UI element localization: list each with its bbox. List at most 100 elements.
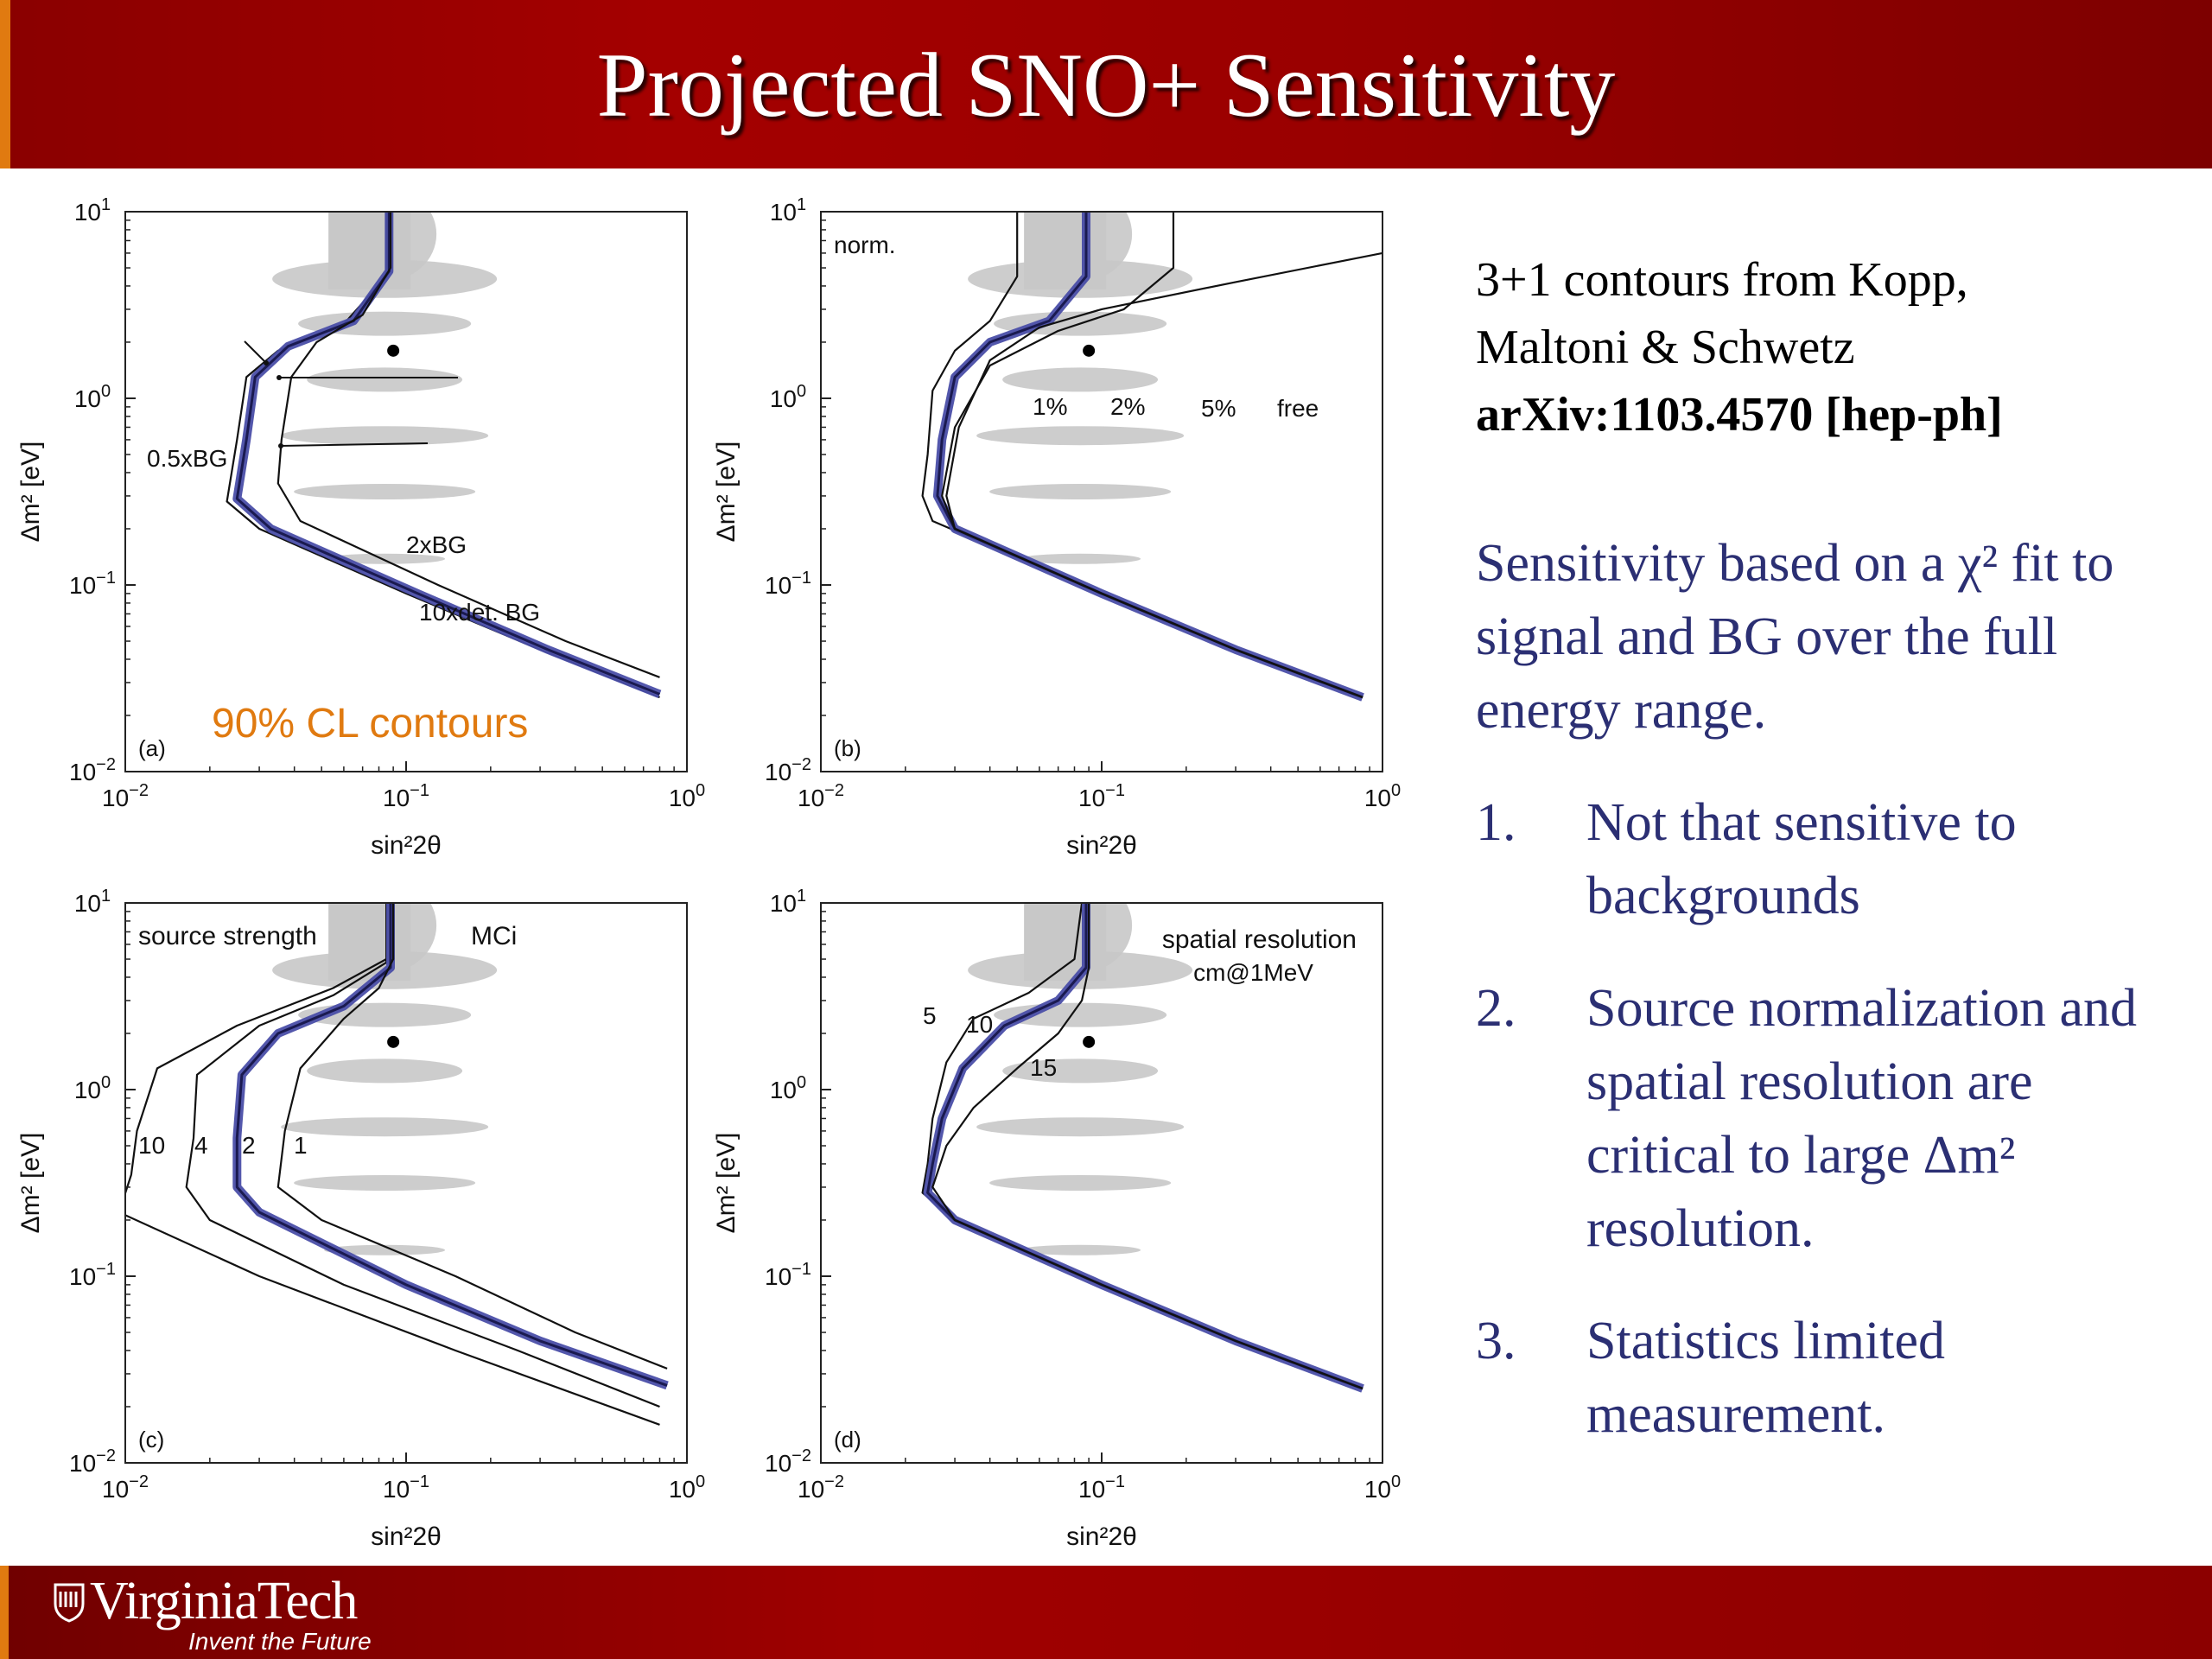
list-text: Not that sensitive to backgrounds (1586, 793, 2017, 925)
tick-exponent: 0 (797, 1073, 806, 1092)
tick-exponent: 0 (696, 781, 705, 800)
tick-exponent: 0 (101, 1073, 111, 1092)
tagline: Invent the Future (188, 1628, 372, 1655)
x-tick-label: 100 (1364, 1472, 1401, 1503)
best-fit-point (1083, 344, 1096, 357)
y-tick-label: 101 (74, 195, 111, 226)
allowed-region (281, 1117, 489, 1137)
x-tick-label: 10−1 (1078, 781, 1125, 811)
best-fit-point (387, 344, 400, 357)
tick-exponent: −2 (824, 1472, 844, 1491)
label-arrow (280, 442, 429, 447)
series-label: 15 (1030, 1054, 1057, 1081)
list-text: Source normalization and spatial resolut… (1586, 979, 2138, 1258)
arrow-head (278, 443, 283, 448)
footer-bar (0, 1566, 2212, 1659)
tick-exponent: −2 (824, 781, 844, 800)
tick-exponent: 1 (101, 887, 111, 906)
reference-line-1: 3+1 contours from Kopp, (1476, 253, 1968, 307)
arxiv-reference[interactable]: arXiv:1103.4570 [hep-ph] (1476, 388, 2003, 442)
allowed-region (1020, 553, 1141, 564)
allowed-region (328, 212, 411, 289)
y-axis-label: Δm² [eV] (16, 1133, 45, 1234)
footer-accent (0, 1566, 9, 1659)
tick-exponent: −2 (129, 1472, 149, 1491)
series-label: 10xdet. BG (419, 599, 540, 626)
series-label: 10 (966, 1011, 993, 1038)
series-label: 2 (242, 1132, 256, 1159)
legend-title: spatial resolution (1162, 925, 1357, 954)
contour-line (235, 903, 668, 1387)
plot-area (226, 212, 662, 699)
tick-exponent: 0 (696, 1472, 705, 1491)
tick-exponent: 1 (101, 195, 111, 214)
best-fit-point (1083, 1035, 1096, 1048)
x-tick-label: 10−2 (798, 781, 844, 811)
y-tick-label: 100 (770, 382, 806, 412)
list-number: 2. (1476, 979, 1516, 1038)
y-tick-label: 100 (74, 1073, 111, 1103)
reference-line-2: Maltoni & Schwetz (1476, 321, 1855, 374)
contour-line (276, 903, 668, 1370)
y-tick-label: 10−1 (765, 569, 811, 599)
arrow-head (264, 360, 269, 365)
university-shield-icon (54, 1583, 85, 1623)
plot-area (125, 903, 669, 1426)
label-arrow (244, 340, 267, 364)
allowed-region (307, 367, 463, 392)
allowed-region (1020, 1244, 1141, 1255)
series-label: 2xBG (406, 531, 467, 558)
cl-annotation: 90% CL contours (212, 701, 528, 747)
allowed-region (1002, 1058, 1159, 1084)
university-logo[interactable]: VirginiaTech (90, 1572, 358, 1630)
series-label: 1 (294, 1132, 308, 1159)
tick-exponent: −1 (1105, 1472, 1125, 1491)
series-label: 5% (1201, 395, 1236, 422)
title-bar-accent (0, 0, 10, 168)
series-label: 2% (1110, 393, 1145, 420)
tick-exponent: 1 (797, 887, 806, 906)
y-axis-label: Δm² [eV] (16, 442, 45, 543)
allowed-region (294, 484, 476, 499)
unit-label: cm@1MeV (1193, 959, 1313, 986)
x-tick-label: 10−2 (102, 1472, 149, 1503)
allowed-region (294, 1175, 476, 1191)
allowed-region (1002, 367, 1159, 392)
series-label: 1% (1033, 393, 1067, 420)
tick-exponent: −2 (791, 1446, 811, 1465)
tick-exponent: −1 (791, 1260, 811, 1279)
series-label: 4 (194, 1132, 208, 1159)
list-number: 1. (1476, 793, 1516, 852)
y-tick-label: 10−2 (765, 755, 811, 785)
y-tick-label: 101 (770, 195, 806, 226)
allowed-region (1024, 903, 1107, 981)
list-text: Statistics limited measurement. (1586, 1312, 1946, 1444)
tick-exponent: −2 (96, 755, 116, 774)
slide-title: Projected SNO+ Sensitivity (596, 35, 1616, 136)
allowed-region (989, 1175, 1172, 1191)
best-fit-point (387, 1035, 400, 1048)
y-axis-label: Δm² [eV] (712, 1133, 741, 1234)
x-axis-label: sin²2θ (371, 1522, 442, 1551)
list-number: 3. (1476, 1312, 1516, 1370)
contour-line (945, 251, 1382, 699)
legend-title: norm. (834, 232, 896, 258)
tick-exponent: 1 (797, 195, 806, 214)
unit-label: MCi (471, 922, 517, 950)
legend-title: source strength (138, 922, 317, 950)
contour-line (125, 903, 660, 1426)
x-tick-label: 100 (669, 1472, 705, 1503)
plot-area (921, 903, 1364, 1393)
arrow-head (276, 375, 282, 380)
x-axis-label: sin²2θ (1066, 1522, 1137, 1551)
contour-line (931, 903, 1363, 1390)
allowed-region (989, 484, 1172, 499)
title-bar (0, 0, 2212, 168)
tick-exponent: −1 (1105, 781, 1125, 800)
x-axis-label: sin²2θ (371, 831, 442, 860)
series-label: 0.5xBG (147, 445, 227, 472)
